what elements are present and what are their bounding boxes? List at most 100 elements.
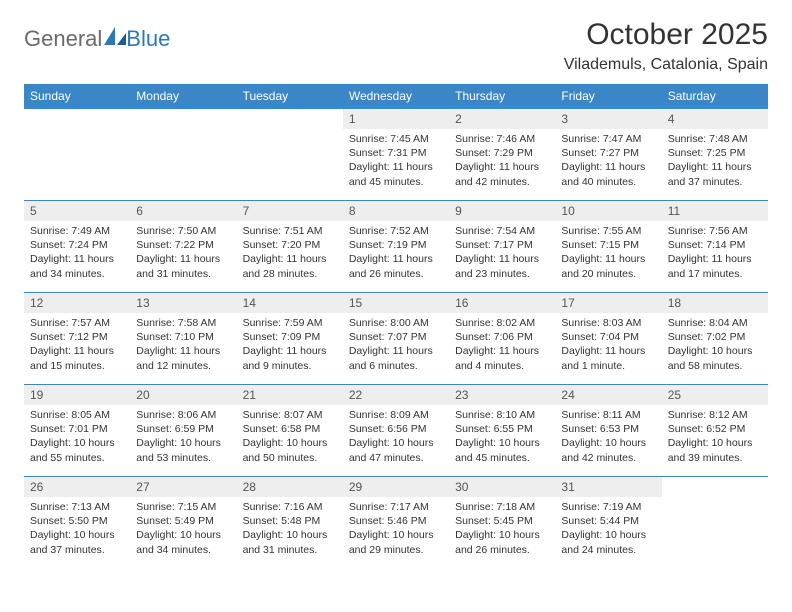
calendar-cell: 29Sunrise: 7:17 AMSunset: 5:46 PMDayligh… — [343, 477, 449, 569]
day-content: Sunrise: 7:46 AMSunset: 7:29 PMDaylight:… — [449, 129, 555, 195]
logo: General Blue — [24, 26, 170, 52]
day-content: Sunrise: 7:50 AMSunset: 7:22 PMDaylight:… — [130, 221, 236, 287]
calendar-cell: 24Sunrise: 8:11 AMSunset: 6:53 PMDayligh… — [555, 385, 661, 477]
day-content: Sunrise: 7:59 AMSunset: 7:09 PMDaylight:… — [237, 313, 343, 379]
day-number: 23 — [449, 385, 555, 405]
calendar-cell: 5Sunrise: 7:49 AMSunset: 7:24 PMDaylight… — [24, 201, 130, 293]
calendar-cell: 21Sunrise: 8:07 AMSunset: 6:58 PMDayligh… — [237, 385, 343, 477]
day-number: 11 — [662, 201, 768, 221]
calendar-row: 26Sunrise: 7:13 AMSunset: 5:50 PMDayligh… — [24, 477, 768, 569]
calendar-cell: 28Sunrise: 7:16 AMSunset: 5:48 PMDayligh… — [237, 477, 343, 569]
day-content: Sunrise: 7:45 AMSunset: 7:31 PMDaylight:… — [343, 129, 449, 195]
day-number: 30 — [449, 477, 555, 497]
calendar-cell — [130, 109, 236, 201]
calendar-cell: 25Sunrise: 8:12 AMSunset: 6:52 PMDayligh… — [662, 385, 768, 477]
weekday-header: Friday — [555, 84, 661, 109]
calendar-cell: 7Sunrise: 7:51 AMSunset: 7:20 PMDaylight… — [237, 201, 343, 293]
calendar-cell: 20Sunrise: 8:06 AMSunset: 6:59 PMDayligh… — [130, 385, 236, 477]
calendar-body: 1Sunrise: 7:45 AMSunset: 7:31 PMDaylight… — [24, 109, 768, 569]
calendar-cell: 12Sunrise: 7:57 AMSunset: 7:12 PMDayligh… — [24, 293, 130, 385]
day-number: 8 — [343, 201, 449, 221]
calendar-cell: 4Sunrise: 7:48 AMSunset: 7:25 PMDaylight… — [662, 109, 768, 201]
day-number: 2 — [449, 109, 555, 129]
calendar-cell: 14Sunrise: 7:59 AMSunset: 7:09 PMDayligh… — [237, 293, 343, 385]
day-number: 24 — [555, 385, 661, 405]
calendar-cell: 2Sunrise: 7:46 AMSunset: 7:29 PMDaylight… — [449, 109, 555, 201]
day-content: Sunrise: 7:47 AMSunset: 7:27 PMDaylight:… — [555, 129, 661, 195]
calendar-row: 19Sunrise: 8:05 AMSunset: 7:01 PMDayligh… — [24, 385, 768, 477]
day-content: Sunrise: 7:15 AMSunset: 5:49 PMDaylight:… — [130, 497, 236, 563]
day-content: Sunrise: 7:52 AMSunset: 7:19 PMDaylight:… — [343, 221, 449, 287]
day-content: Sunrise: 7:49 AMSunset: 7:24 PMDaylight:… — [24, 221, 130, 287]
weekday-header: Saturday — [662, 84, 768, 109]
weekday-header: Monday — [130, 84, 236, 109]
day-number: 7 — [237, 201, 343, 221]
calendar-table: SundayMondayTuesdayWednesdayThursdayFrid… — [24, 84, 768, 569]
day-content: Sunrise: 8:10 AMSunset: 6:55 PMDaylight:… — [449, 405, 555, 471]
calendar-cell: 16Sunrise: 8:02 AMSunset: 7:06 PMDayligh… — [449, 293, 555, 385]
title-block: October 2025 Vilademuls, Catalonia, Spai… — [564, 18, 768, 74]
day-number: 15 — [343, 293, 449, 313]
calendar-cell: 13Sunrise: 7:58 AMSunset: 7:10 PMDayligh… — [130, 293, 236, 385]
day-number: 27 — [130, 477, 236, 497]
day-content: Sunrise: 7:13 AMSunset: 5:50 PMDaylight:… — [24, 497, 130, 563]
day-content: Sunrise: 8:07 AMSunset: 6:58 PMDaylight:… — [237, 405, 343, 471]
day-number: 12 — [24, 293, 130, 313]
day-content: Sunrise: 8:02 AMSunset: 7:06 PMDaylight:… — [449, 313, 555, 379]
day-number: 10 — [555, 201, 661, 221]
calendar-row: 12Sunrise: 7:57 AMSunset: 7:12 PMDayligh… — [24, 293, 768, 385]
weekday-header: Wednesday — [343, 84, 449, 109]
calendar-cell: 22Sunrise: 8:09 AMSunset: 6:56 PMDayligh… — [343, 385, 449, 477]
calendar-cell: 31Sunrise: 7:19 AMSunset: 5:44 PMDayligh… — [555, 477, 661, 569]
day-number: 20 — [130, 385, 236, 405]
calendar-cell: 15Sunrise: 8:00 AMSunset: 7:07 PMDayligh… — [343, 293, 449, 385]
day-content: Sunrise: 7:58 AMSunset: 7:10 PMDaylight:… — [130, 313, 236, 379]
day-number: 21 — [237, 385, 343, 405]
calendar-cell: 18Sunrise: 8:04 AMSunset: 7:02 PMDayligh… — [662, 293, 768, 385]
day-content: Sunrise: 7:48 AMSunset: 7:25 PMDaylight:… — [662, 129, 768, 195]
location-label: Vilademuls, Catalonia, Spain — [564, 56, 768, 74]
day-number: 26 — [24, 477, 130, 497]
day-number: 9 — [449, 201, 555, 221]
day-number: 22 — [343, 385, 449, 405]
sail-icon — [104, 27, 126, 52]
day-number: 16 — [449, 293, 555, 313]
day-content: Sunrise: 7:19 AMSunset: 5:44 PMDaylight:… — [555, 497, 661, 563]
day-content: Sunrise: 8:11 AMSunset: 6:53 PMDaylight:… — [555, 405, 661, 471]
calendar-cell: 10Sunrise: 7:55 AMSunset: 7:15 PMDayligh… — [555, 201, 661, 293]
day-number: 31 — [555, 477, 661, 497]
day-content: Sunrise: 8:09 AMSunset: 6:56 PMDaylight:… — [343, 405, 449, 471]
day-number: 29 — [343, 477, 449, 497]
weekday-header: Tuesday — [237, 84, 343, 109]
weekday-header: Thursday — [449, 84, 555, 109]
calendar-cell — [662, 477, 768, 569]
calendar-cell: 19Sunrise: 8:05 AMSunset: 7:01 PMDayligh… — [24, 385, 130, 477]
logo-text-blue: Blue — [126, 26, 170, 52]
calendar-cell: 1Sunrise: 7:45 AMSunset: 7:31 PMDaylight… — [343, 109, 449, 201]
day-number: 3 — [555, 109, 661, 129]
calendar-cell: 8Sunrise: 7:52 AMSunset: 7:19 PMDaylight… — [343, 201, 449, 293]
month-title: October 2025 — [564, 18, 768, 52]
day-content: Sunrise: 7:57 AMSunset: 7:12 PMDaylight:… — [24, 313, 130, 379]
calendar-cell: 9Sunrise: 7:54 AMSunset: 7:17 PMDaylight… — [449, 201, 555, 293]
logo-text-general: General — [24, 26, 102, 52]
day-number: 5 — [24, 201, 130, 221]
calendar-cell: 27Sunrise: 7:15 AMSunset: 5:49 PMDayligh… — [130, 477, 236, 569]
day-content: Sunrise: 8:06 AMSunset: 6:59 PMDaylight:… — [130, 405, 236, 471]
calendar-row: 5Sunrise: 7:49 AMSunset: 7:24 PMDaylight… — [24, 201, 768, 293]
day-number: 6 — [130, 201, 236, 221]
day-number: 18 — [662, 293, 768, 313]
day-content: Sunrise: 7:17 AMSunset: 5:46 PMDaylight:… — [343, 497, 449, 563]
calendar-cell: 26Sunrise: 7:13 AMSunset: 5:50 PMDayligh… — [24, 477, 130, 569]
day-number: 17 — [555, 293, 661, 313]
day-content: Sunrise: 8:00 AMSunset: 7:07 PMDaylight:… — [343, 313, 449, 379]
day-number: 28 — [237, 477, 343, 497]
calendar-row: 1Sunrise: 7:45 AMSunset: 7:31 PMDaylight… — [24, 109, 768, 201]
weekday-header: Sunday — [24, 84, 130, 109]
day-number: 13 — [130, 293, 236, 313]
day-content: Sunrise: 8:04 AMSunset: 7:02 PMDaylight:… — [662, 313, 768, 379]
calendar-cell: 17Sunrise: 8:03 AMSunset: 7:04 PMDayligh… — [555, 293, 661, 385]
day-content: Sunrise: 7:16 AMSunset: 5:48 PMDaylight:… — [237, 497, 343, 563]
header: General Blue October 2025 Vilademuls, Ca… — [24, 18, 768, 74]
calendar-cell: 3Sunrise: 7:47 AMSunset: 7:27 PMDaylight… — [555, 109, 661, 201]
